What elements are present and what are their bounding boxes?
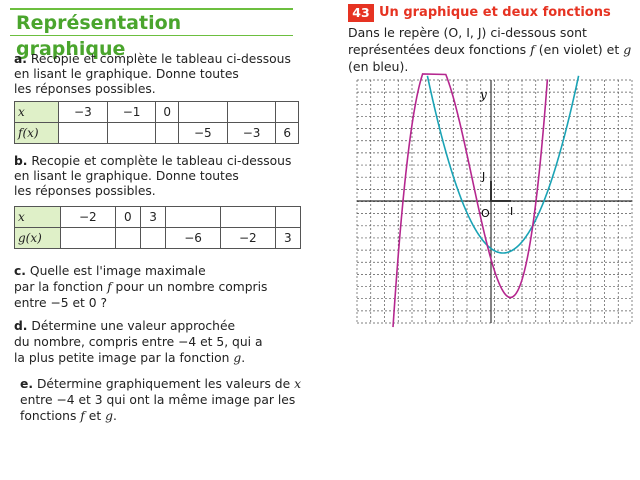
question-letter: d. [14,319,28,333]
values-table-f: x −3 −1 0 f(x) −5 −3 6 [14,101,299,144]
table-header: g(x) [14,227,61,249]
question-line: du nombre, compris entre −4 et 5, qui a [14,335,263,349]
table-row: x −3 −1 0 [14,101,299,123]
question-line: en lisant le graphique. Donne toutes [14,169,239,183]
question-letter: a. [14,52,27,66]
question-line: entre −4 et 3 qui ont la même image par … [20,393,296,407]
table-row: f(x) −5 −3 6 [14,122,299,144]
table-header: f(x) [14,122,59,144]
question-line: Recopie et complète le tableau ci-dessou… [30,52,291,66]
table-cell: 6 [275,122,299,144]
exercise-number: 43 [348,4,374,22]
curve-g [426,75,580,254]
question-e: e. Détermine graphiquement les valeurs d… [20,376,310,424]
statement-line: (en bleu). [348,59,409,74]
question-line: Détermine une valeur approchée [31,319,236,333]
question-line: Recopie et complète le tableau ci-dessou… [31,154,292,168]
origin-label: O [481,207,490,220]
question-a: a. Recopie et complète le tableau ci-des… [14,52,304,97]
exercise-statement: Dans le repère (O, I, J) ci-dessous sont… [348,24,633,75]
question-line: par la fonction f pour un nombre compris [14,280,268,294]
exercise-title: Un graphique et deux fonctions [379,5,611,20]
question-d: d. Détermine une valeur approchée du nom… [14,318,304,366]
i-label: I [510,205,513,218]
question-letter: c. [14,264,26,278]
question-letter: e. [20,377,34,391]
section-title: Représentation graphique [10,8,293,60]
table-cell: −5 [177,122,228,144]
curve-f [392,73,549,328]
question-letter: b. [14,154,28,168]
question-line: Détermine graphiquement les valeurs de [36,377,291,391]
question-line: la plus petite image par la fonction g. [14,351,246,365]
table-cell: −2 [219,227,276,249]
question-line: Quelle est l'image maximale [29,264,206,278]
statement-line: Dans le repère (O, I, J) ci-dessous sont [348,25,587,40]
question-line: fonctions f et g. [20,409,117,423]
question-c: c. Quelle est l'image maximale par la fo… [14,263,304,311]
question-line: les réponses possibles. [14,82,156,96]
table-cell: −6 [165,227,221,249]
question-line: entre −5 et 0 ? [14,296,108,310]
table-cell: −3 [226,122,277,144]
values-table-g: x −2 0 3 g(x) −6 −2 3 [14,206,302,249]
table-header: x [14,101,59,123]
exercise-header: 43 Un graphique et deux fonctions [348,4,618,22]
table-row: g(x) −6 −2 3 [14,227,302,249]
y-axis-label: y [479,88,487,102]
question-line: les réponses possibles. [14,184,156,198]
table-cell [139,227,167,249]
statement-line: représentées deux fonctions f (en violet… [348,42,632,57]
question-b: b. Recopie et complète le tableau ci-des… [14,154,304,199]
j-label: J [481,170,485,183]
table-cell: 3 [274,227,302,249]
question-line: en lisant le graphique. Donne toutes [14,67,239,81]
table-cell [106,122,157,144]
